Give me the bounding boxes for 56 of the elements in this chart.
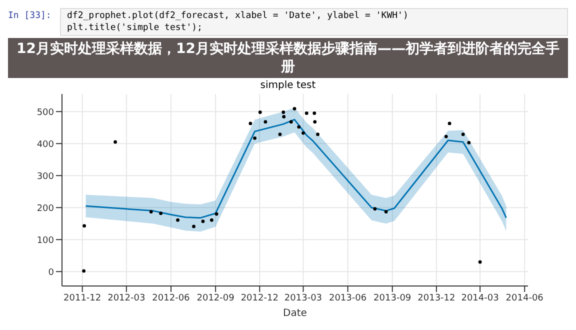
x-tick-label: 2012-12 bbox=[240, 293, 278, 304]
x-tick-label: 2013-12 bbox=[418, 293, 456, 304]
point bbox=[214, 212, 218, 216]
point bbox=[313, 120, 317, 124]
x-tick-label: 2013-09 bbox=[374, 293, 412, 304]
point bbox=[467, 140, 471, 144]
point bbox=[210, 218, 214, 222]
line-series bbox=[84, 118, 507, 219]
point bbox=[289, 120, 293, 124]
point bbox=[159, 212, 163, 216]
chart-title: 12月实时处理采样数据，12月实时处理采样数据步骤指南——初学者到进阶者的完全手册 bbox=[8, 38, 568, 78]
y-tick-label: 500 bbox=[36, 108, 54, 118]
point bbox=[444, 134, 448, 138]
point bbox=[253, 136, 256, 140]
y-tick-label: 0 bbox=[48, 268, 54, 278]
x-tick-label: 2012-09 bbox=[196, 293, 235, 304]
point bbox=[278, 132, 282, 136]
point bbox=[373, 207, 377, 211]
point bbox=[297, 125, 301, 129]
point bbox=[384, 210, 388, 214]
x-axis-title: Date bbox=[283, 308, 307, 319]
y-tick-label: 400 bbox=[36, 140, 54, 150]
point bbox=[282, 115, 286, 118]
point bbox=[201, 220, 205, 224]
point bbox=[248, 122, 252, 126]
text: df2_prophet.plot(df2_forecast, xlabel = 'Date', ylabel = 'KWH') bbox=[67, 10, 410, 22]
point bbox=[82, 224, 86, 228]
point bbox=[176, 218, 180, 222]
point bbox=[282, 110, 286, 114]
x-tick-label: 2012-06 bbox=[152, 293, 190, 304]
point bbox=[478, 260, 482, 264]
point bbox=[149, 210, 153, 214]
x-tick-label: 2011-12 bbox=[64, 293, 102, 304]
x-tick-label: 2013-03 bbox=[284, 293, 322, 304]
chart-subtitle: simple test bbox=[259, 80, 317, 92]
x-tick-label: 2012-03 bbox=[108, 293, 146, 304]
x-tick-label: 2014-06 bbox=[506, 293, 544, 304]
point bbox=[448, 122, 452, 126]
point bbox=[304, 112, 308, 115]
point bbox=[192, 224, 196, 228]
point bbox=[114, 140, 117, 144]
y-tick-label: 100 bbox=[36, 236, 54, 246]
point bbox=[316, 132, 320, 136]
point bbox=[292, 107, 296, 110]
point bbox=[461, 132, 465, 136]
point bbox=[312, 112, 316, 115]
point bbox=[302, 131, 305, 135]
text: plt.title('simple test'); bbox=[67, 22, 204, 34]
x-tick-label: 2013-06 bbox=[328, 293, 367, 304]
text: In [33]: bbox=[8, 10, 52, 23]
point bbox=[264, 120, 268, 124]
point bbox=[258, 110, 262, 114]
point bbox=[82, 269, 86, 273]
x-tick-label: 2014-03 bbox=[461, 293, 499, 304]
y-tick-label: 200 bbox=[36, 204, 54, 214]
y-tick-label: 300 bbox=[36, 172, 54, 182]
